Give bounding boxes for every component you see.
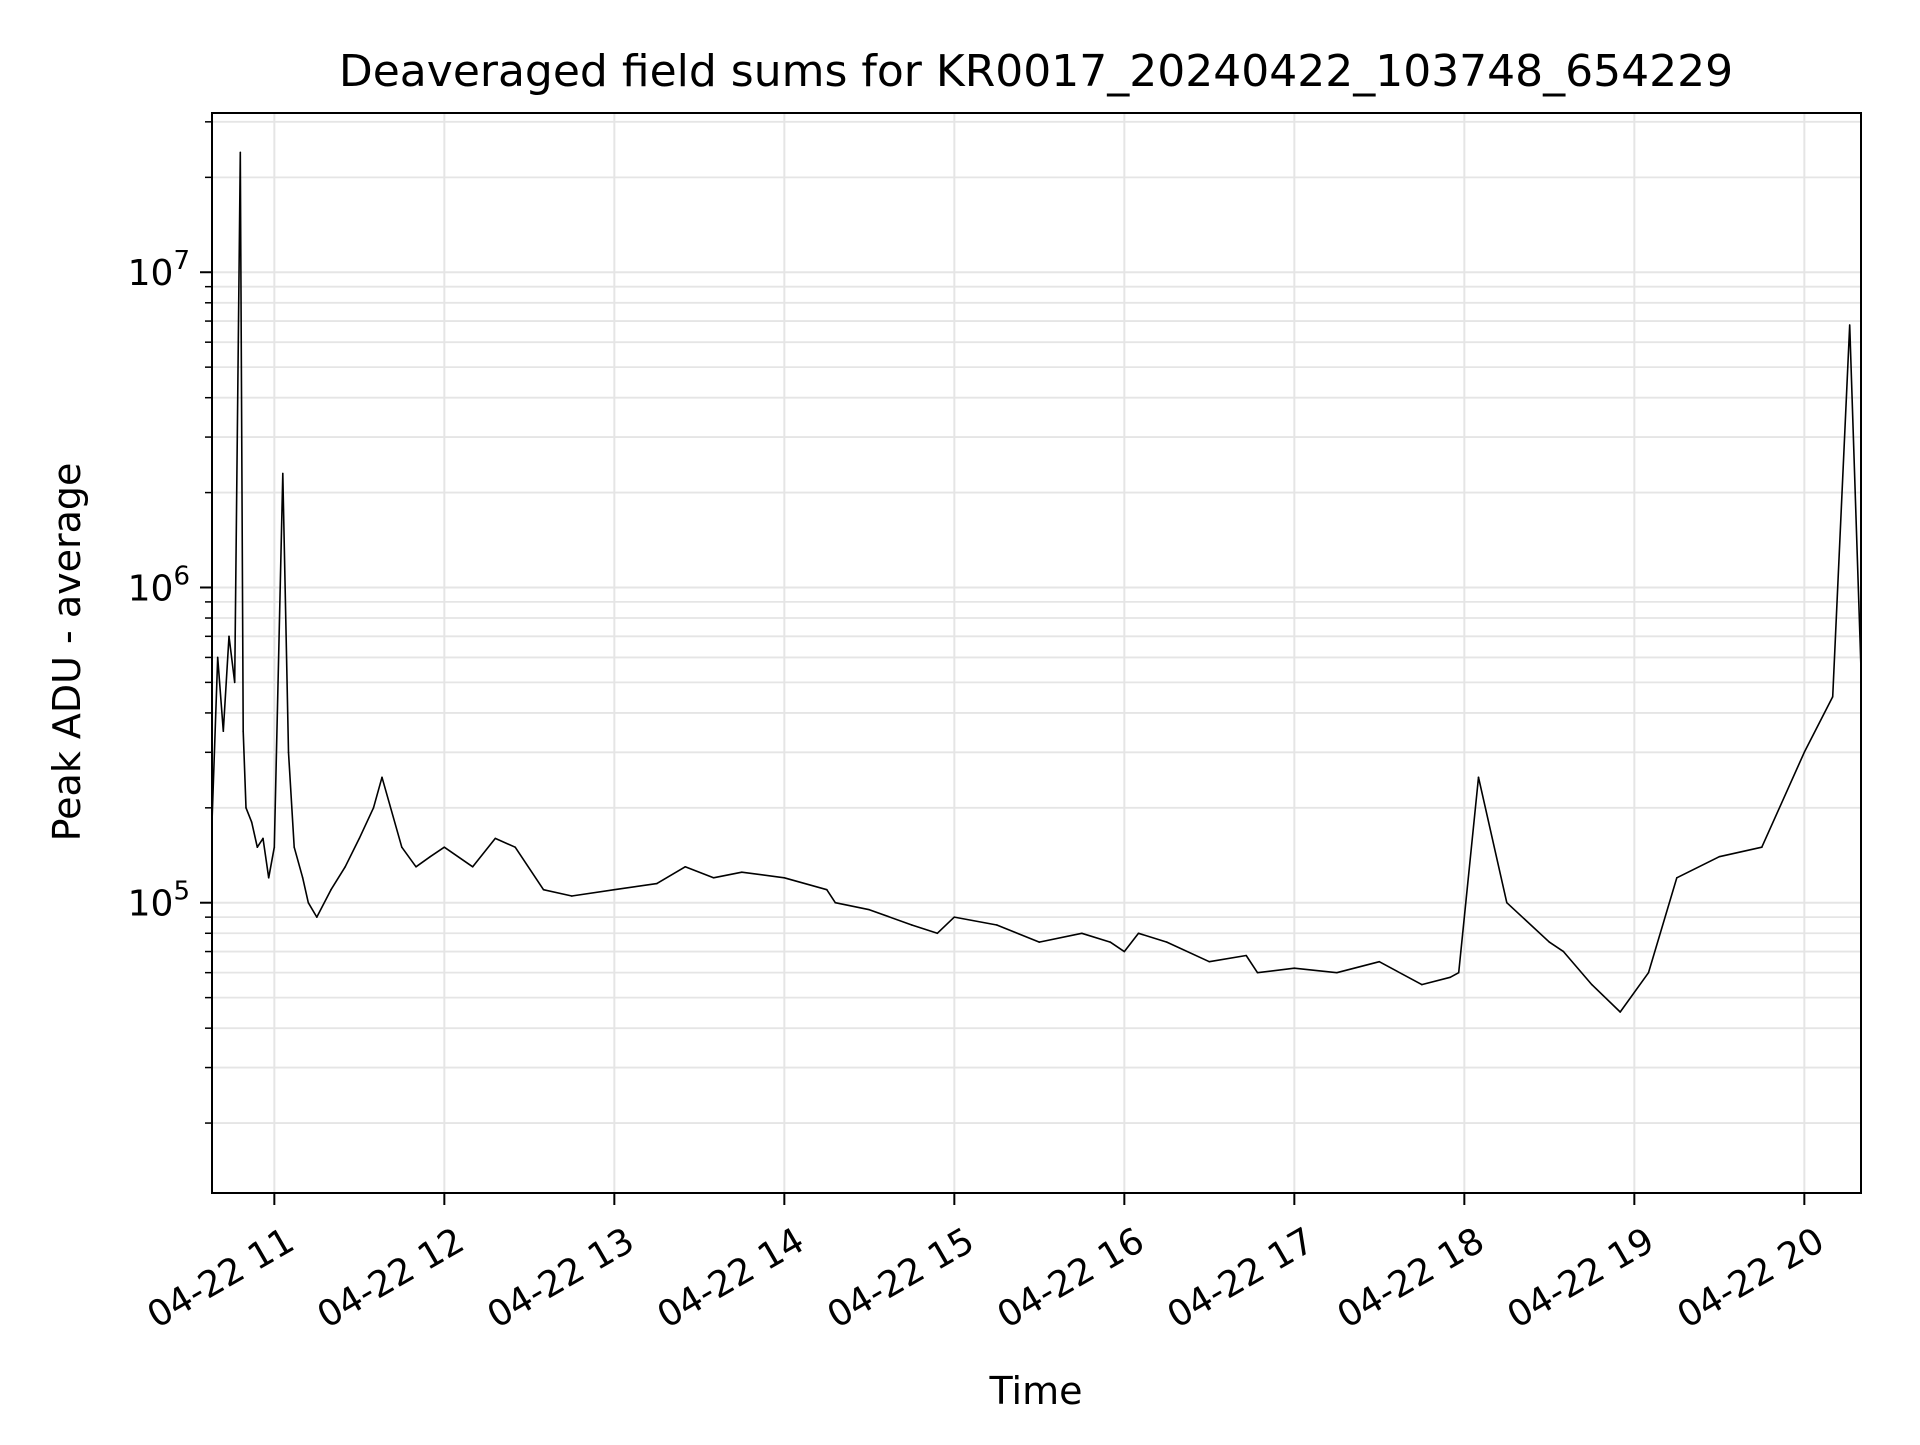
data-point xyxy=(1591,983,1593,986)
data-point xyxy=(571,895,573,897)
data-point xyxy=(316,916,318,918)
data-point xyxy=(471,866,474,868)
data-point xyxy=(911,924,913,926)
y-tick-exponent: 6 xyxy=(173,561,190,591)
series-layer xyxy=(211,151,1862,1013)
data-point xyxy=(1718,855,1721,858)
data-point xyxy=(228,635,230,638)
data-point xyxy=(953,916,956,918)
data-point xyxy=(494,837,497,840)
data-point xyxy=(514,846,516,849)
data-point xyxy=(1506,901,1508,904)
data-point xyxy=(301,876,304,879)
y-tick-base: 10 xyxy=(128,884,174,925)
data-point xyxy=(656,882,658,885)
y-tick-exponent: 7 xyxy=(173,246,190,276)
data-point xyxy=(613,888,616,891)
y-tick-base: 10 xyxy=(128,253,174,294)
data-point xyxy=(344,866,346,868)
grid xyxy=(212,113,1861,1193)
data-point xyxy=(233,681,236,684)
data-point xyxy=(868,908,871,911)
data-point xyxy=(1761,846,1763,849)
data-point xyxy=(239,151,242,154)
data-point xyxy=(1457,971,1460,974)
data-point xyxy=(1293,967,1296,969)
data-point xyxy=(1676,876,1678,879)
data-point xyxy=(216,656,219,659)
data-point xyxy=(245,807,247,809)
data-point xyxy=(372,807,375,809)
data-point xyxy=(429,855,431,858)
data-point xyxy=(273,846,276,849)
data-point xyxy=(1421,983,1423,986)
data-point xyxy=(1619,1011,1621,1013)
data-point xyxy=(996,924,998,926)
data-point xyxy=(1166,941,1168,943)
y-tick-label: 105 xyxy=(128,877,190,925)
data-point xyxy=(1081,932,1083,935)
data-point xyxy=(1038,941,1041,943)
data-point xyxy=(1548,941,1551,943)
x-axis-label: Time xyxy=(989,1369,1083,1413)
data-point xyxy=(783,876,786,879)
y-tick-label: 106 xyxy=(128,561,190,609)
data-point xyxy=(1256,971,1259,974)
data-point xyxy=(242,730,244,733)
data-point xyxy=(267,876,270,879)
data-point xyxy=(712,876,715,879)
data-point xyxy=(542,888,545,891)
data-point xyxy=(1123,950,1126,953)
data-point xyxy=(826,888,828,891)
data-point xyxy=(1562,950,1565,953)
data-point xyxy=(1109,941,1111,943)
data-point xyxy=(1336,971,1338,974)
y-tick-exponent: 5 xyxy=(173,877,190,907)
data-point xyxy=(250,821,253,824)
data-point xyxy=(307,901,310,904)
chart-title: Deaveraged field sums for KR0017_2024042… xyxy=(339,46,1733,97)
data-point xyxy=(1647,971,1650,974)
data-point xyxy=(282,472,284,475)
data-point xyxy=(381,776,383,779)
data-point xyxy=(330,888,332,891)
data-point xyxy=(222,730,225,733)
data-point xyxy=(401,846,403,849)
y-tick-label: 107 xyxy=(128,246,190,294)
data-point xyxy=(1803,751,1806,754)
data-point xyxy=(1245,954,1247,957)
data-point xyxy=(443,846,446,849)
data-point xyxy=(1378,960,1381,963)
data-point xyxy=(1848,324,1851,326)
data-point xyxy=(1208,960,1211,963)
data-point xyxy=(741,871,743,873)
data-point xyxy=(834,901,837,904)
data-point xyxy=(262,837,264,840)
data-point xyxy=(293,846,295,849)
data-point xyxy=(936,932,939,935)
data-point xyxy=(256,846,259,849)
data-point xyxy=(358,837,361,840)
data-point xyxy=(684,866,686,868)
data-point xyxy=(415,866,417,868)
data-point xyxy=(1449,976,1451,979)
y-axis-label: Peak ADU - average xyxy=(45,463,89,842)
y-tick-base: 10 xyxy=(128,568,174,609)
data-point xyxy=(287,751,290,754)
plot-frame xyxy=(211,112,1862,1194)
data-point xyxy=(1137,932,1140,935)
data-point xyxy=(1477,776,1480,779)
data-point xyxy=(1831,696,1834,698)
